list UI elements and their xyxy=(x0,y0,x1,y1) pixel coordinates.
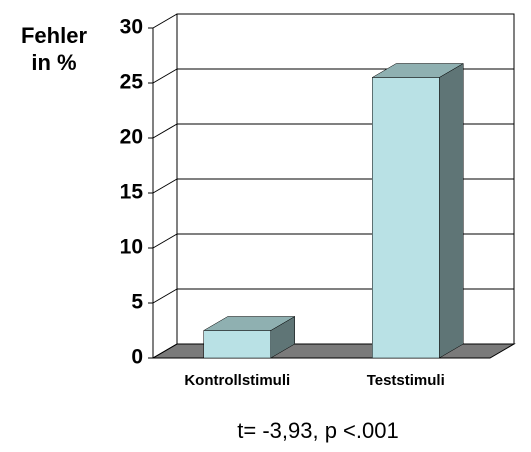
grid-line xyxy=(152,233,178,249)
y-tick-label: 20 xyxy=(120,126,143,149)
grid-line xyxy=(152,123,178,139)
y-tick-label: 0 xyxy=(131,346,143,369)
y-tick-label: 25 xyxy=(120,71,144,94)
annotation: t= -3,93, p <.001 xyxy=(237,418,398,443)
bar xyxy=(203,330,271,359)
y-tick-label: 30 xyxy=(120,16,143,39)
y-tick-label: 10 xyxy=(120,236,143,259)
y-axis-label: Fehler in % xyxy=(20,23,88,75)
grid-line xyxy=(152,13,178,29)
bar-side xyxy=(439,63,464,359)
grid-line xyxy=(152,68,178,84)
y-tick-label: 15 xyxy=(120,181,144,204)
x-tick-label: Kontrollstimuli xyxy=(184,372,290,389)
grid-line xyxy=(152,343,178,359)
grid-line xyxy=(152,178,178,194)
y-tick-label: 5 xyxy=(131,291,143,314)
grid-line xyxy=(152,288,178,304)
x-tick-label: Teststimuli xyxy=(367,372,445,389)
bar xyxy=(372,77,440,359)
